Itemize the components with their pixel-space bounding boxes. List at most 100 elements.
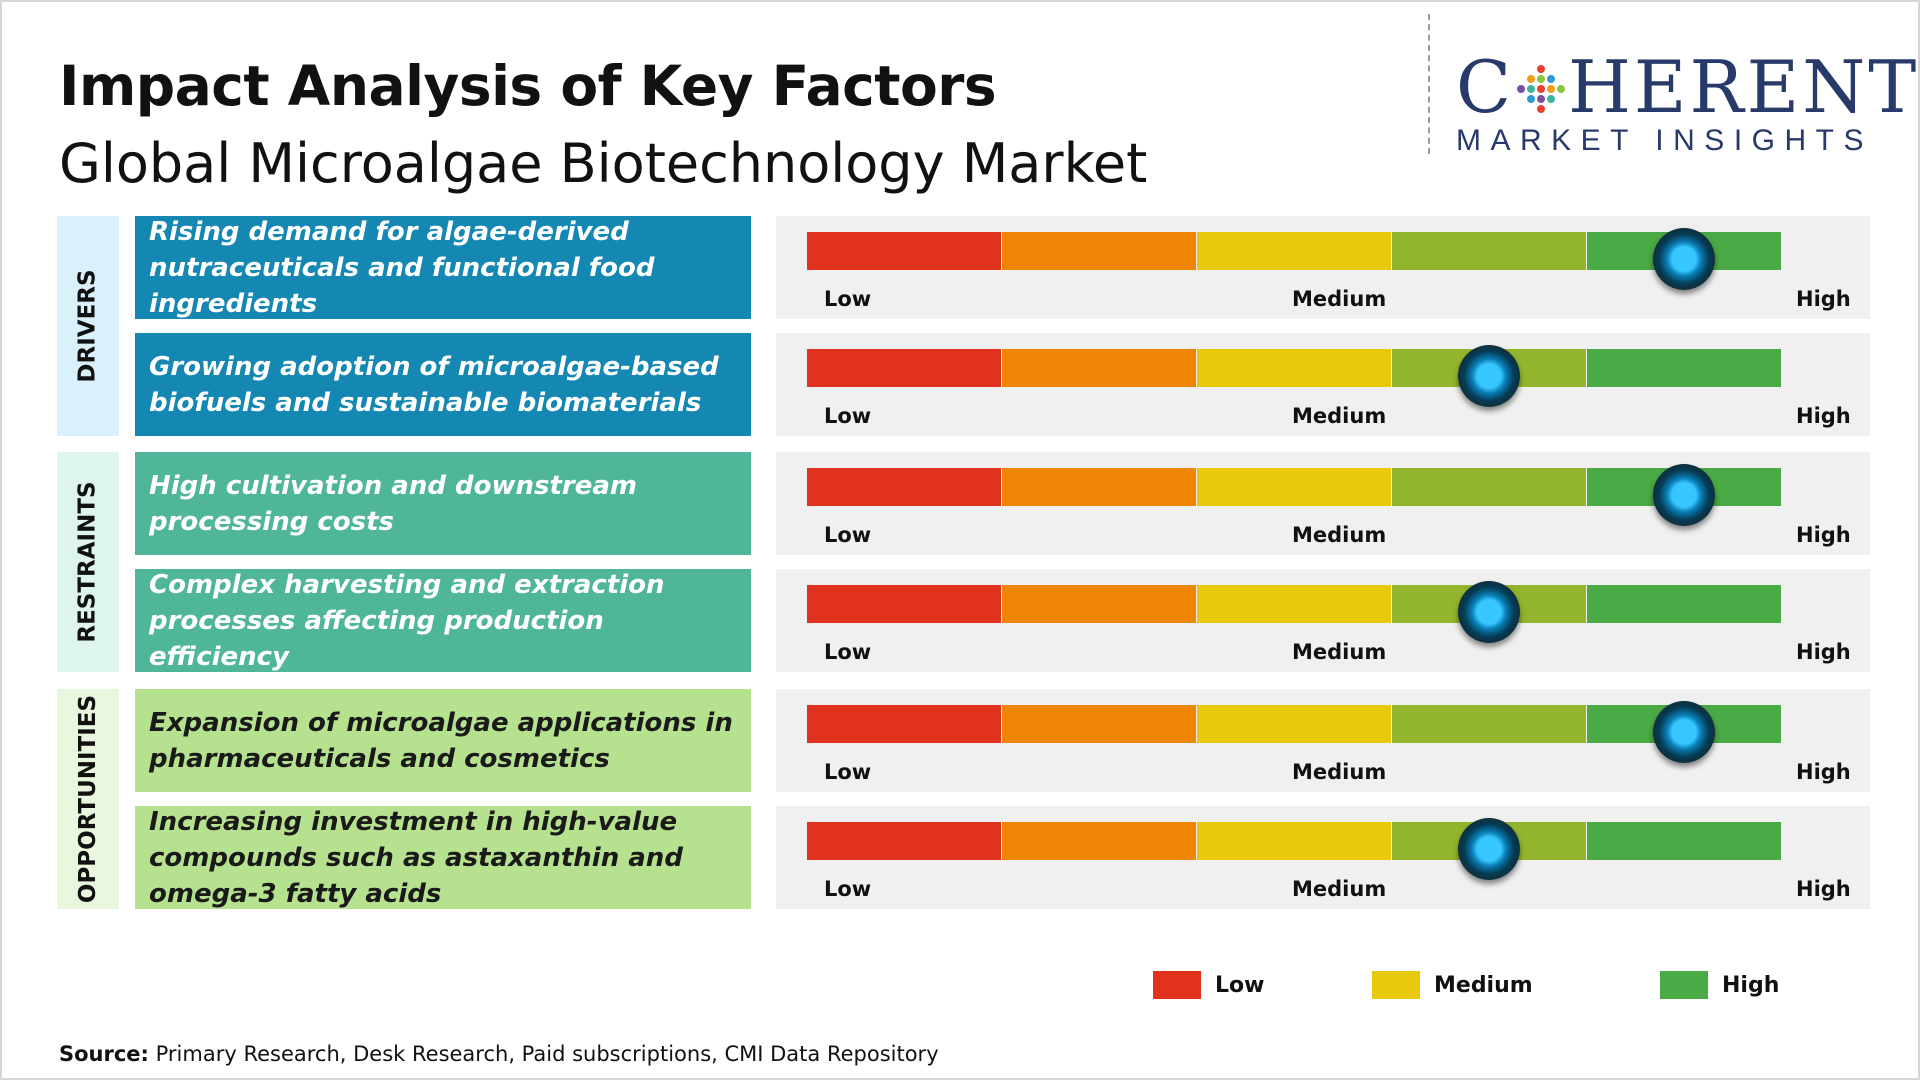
logo-dot: [1537, 95, 1546, 103]
impact-gauge: Low Medium High: [776, 569, 1870, 672]
gauge-segment: [1002, 349, 1196, 387]
page-title: Impact Analysis of Key Factors: [59, 54, 997, 118]
legend-item-medium: Medium: [1372, 971, 1533, 999]
gauge-segment: [807, 468, 1001, 506]
legend-label: Medium: [1434, 972, 1533, 998]
scale-label-medium: Medium: [1292, 640, 1387, 664]
factor-box: Rising demand for algae-derived nutraceu…: [135, 216, 751, 319]
scale-label-medium: Medium: [1292, 287, 1387, 311]
scale-label-medium: Medium: [1292, 877, 1387, 901]
logo-dot: [1527, 75, 1536, 83]
scale-label-high: High: [1796, 287, 1851, 311]
scale-label-low: Low: [824, 404, 872, 428]
logo-dot: [1537, 75, 1546, 83]
category-drivers: DRIVERS: [57, 216, 119, 436]
impact-gauge: Low Medium High: [776, 689, 1870, 792]
logo-letter-c: C: [1456, 45, 1515, 129]
factor-text: Expansion of microalgae applications in …: [149, 707, 733, 774]
scale-label-high: High: [1796, 404, 1851, 428]
logo-divider: [1428, 14, 1430, 154]
legend-swatch: [1660, 971, 1708, 999]
company-logo: C HERENT MARKET INSIGHTS: [1456, 45, 1916, 158]
gauge-segment: [1002, 585, 1196, 623]
legend-label: High: [1722, 972, 1780, 998]
legend-swatch: [1153, 971, 1201, 999]
gauge-segment: [1002, 705, 1196, 743]
gauge-segment: [1197, 349, 1391, 387]
gauge-segment: [1392, 468, 1586, 506]
logo-dot: [1527, 85, 1536, 93]
scale-label-high: High: [1796, 760, 1851, 784]
scale-label-low: Low: [824, 640, 872, 664]
gauge-segment: [807, 349, 1001, 387]
gauge-segment: [1197, 468, 1391, 506]
gauge-segment: [1392, 232, 1586, 270]
factor-box: Expansion of microalgae applications in …: [135, 689, 751, 792]
logo-dot: [1547, 75, 1556, 83]
legend-item-low: Low: [1153, 971, 1264, 999]
source-text: Primary Research, Desk Research, Paid su…: [148, 1042, 939, 1066]
impact-gauge: Low Medium High: [776, 806, 1870, 909]
impact-marker: [1652, 464, 1715, 526]
factor-box: High cultivation and downstream processi…: [135, 452, 751, 555]
category-label: RESTRAINTS: [75, 481, 101, 643]
logo-dot: [1537, 85, 1546, 93]
gauge-segment: [1392, 705, 1586, 743]
factor-box: Increasing investment in high-value comp…: [135, 806, 751, 909]
gauge-segment: [807, 822, 1001, 860]
impact-gauge: Low Medium High: [776, 333, 1870, 436]
category-restraints: RESTRAINTS: [57, 452, 119, 672]
scale-label-low: Low: [824, 877, 872, 901]
scale-label-high: High: [1796, 523, 1851, 547]
scale-label-low: Low: [824, 523, 872, 547]
scale-label-high: High: [1796, 640, 1851, 664]
impact-marker: [1457, 345, 1520, 407]
logo-dot: [1557, 85, 1566, 93]
gauge-segment: [1002, 232, 1196, 270]
factor-text: High cultivation and downstream processi…: [149, 470, 637, 537]
source-note: Source: Primary Research, Desk Research,…: [59, 1042, 939, 1066]
impact-marker: [1457, 818, 1520, 880]
gauge-segment: [807, 705, 1001, 743]
source-label: Source:: [59, 1042, 149, 1066]
logo-dot-grid-icon: [1517, 65, 1566, 113]
impact-gauge: Low Medium High: [776, 216, 1870, 319]
impact-gauge: Low Medium High: [776, 452, 1870, 555]
factor-text: Growing adoption of microalgae-based bio…: [149, 351, 719, 418]
scale-label-low: Low: [824, 760, 872, 784]
factor-text: Increasing investment in high-value comp…: [149, 806, 683, 909]
logo-dot: [1547, 95, 1556, 103]
logo-tagline: MARKET INSIGHTS: [1456, 124, 1873, 157]
scale-label-medium: Medium: [1292, 523, 1387, 547]
gauge-segment: [1002, 468, 1196, 506]
legend-item-high: High: [1660, 971, 1779, 999]
logo-dot: [1527, 95, 1536, 103]
factor-text: Complex harvesting and extraction proces…: [149, 569, 665, 672]
gauge-segment: [1587, 349, 1781, 387]
scale-label-high: High: [1796, 877, 1851, 901]
gauge-segment: [807, 585, 1001, 623]
category-label: DRIVERS: [75, 269, 101, 383]
scale-label-medium: Medium: [1292, 760, 1387, 784]
logo-dot: [1547, 85, 1556, 93]
gauge-segment: [1197, 585, 1391, 623]
logo-letters: HERENT: [1568, 45, 1920, 129]
gauge-segment: [1197, 232, 1391, 270]
category-label: OPPORTUNITIES: [75, 694, 102, 904]
scale-label-low: Low: [824, 287, 872, 311]
logo-wordmark: C HERENT: [1456, 45, 1916, 129]
category-opportunities: OPPORTUNITIES: [57, 689, 119, 909]
gauge-segment: [1197, 822, 1391, 860]
gauge-segment: [1587, 585, 1781, 623]
impact-marker: [1652, 228, 1715, 290]
page-subtitle: Global Microalgae Biotechnology Market: [59, 132, 1148, 195]
impact-marker: [1457, 581, 1520, 643]
logo-dot: [1537, 105, 1546, 113]
legend-label: Low: [1215, 972, 1265, 998]
gauge-segment: [807, 232, 1001, 270]
logo-dot: [1517, 85, 1526, 93]
gauge-segment: [1587, 822, 1781, 860]
gauge-segment: [1002, 822, 1196, 860]
impact-marker: [1652, 701, 1715, 763]
